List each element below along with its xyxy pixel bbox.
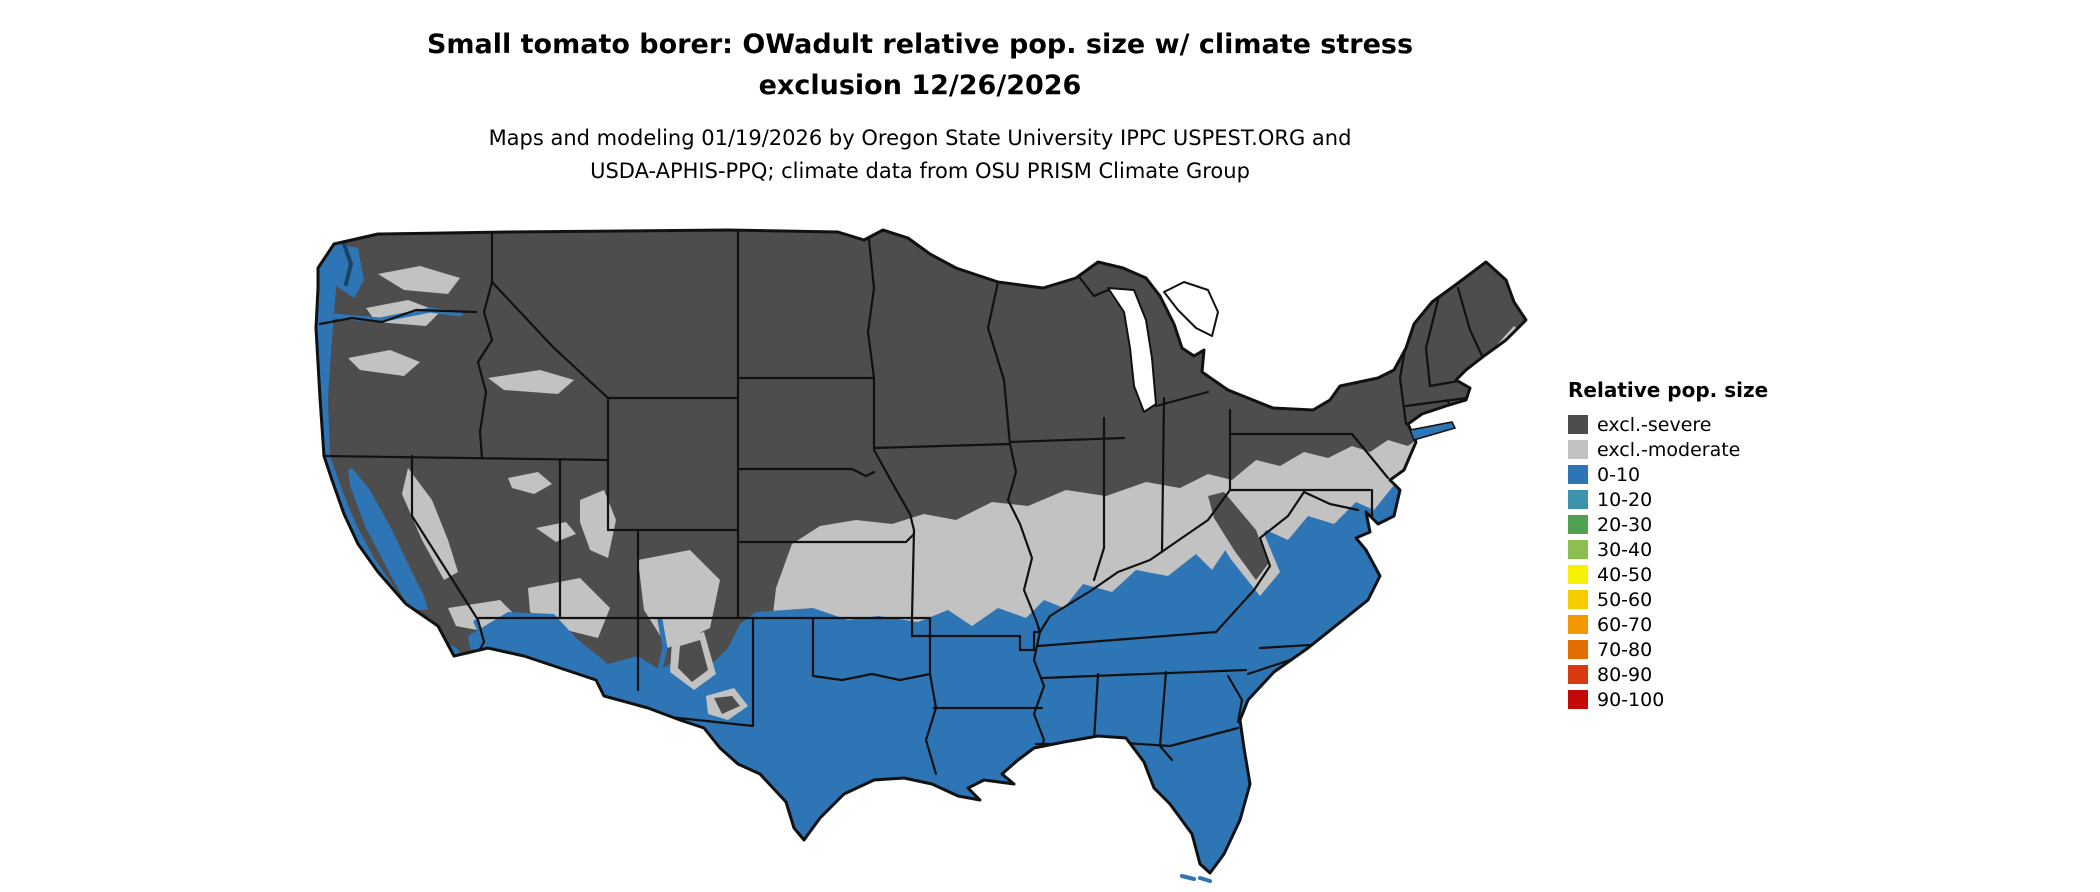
legend-item: 10-20 bbox=[1568, 488, 1768, 511]
region-severe-appalachia bbox=[1208, 492, 1268, 580]
legend-items: excl.-severe excl.-moderate 0-10 10-20 2… bbox=[1568, 413, 1768, 711]
legend-label: 60-70 bbox=[1597, 613, 1653, 636]
legend-swatch bbox=[1568, 665, 1588, 684]
figure-title-line1: Small tomato borer: OWadult relative pop… bbox=[426, 29, 1414, 60]
legend-label: 70-80 bbox=[1597, 638, 1653, 661]
legend: Relative pop. size excl.-severe excl.-mo… bbox=[1568, 378, 1768, 715]
region-moderate-patch-az bbox=[528, 578, 610, 638]
legend-item: 40-50 bbox=[1568, 563, 1768, 586]
legend-title: Relative pop. size bbox=[1568, 378, 1769, 402]
legend-label: 80-90 bbox=[1597, 663, 1653, 686]
legend-item: 60-70 bbox=[1568, 613, 1768, 636]
region-severe-wtx-mtns bbox=[714, 696, 740, 714]
figure-subtitle-line1: Maps and modeling 01/19/2026 by Oregon S… bbox=[488, 126, 1352, 150]
legend-swatch bbox=[1568, 590, 1588, 609]
region-moderate-patch-or bbox=[348, 350, 420, 376]
region-low-pop-main bbox=[468, 464, 1468, 873]
legend-swatch bbox=[1568, 490, 1588, 509]
legend-item: 80-90 bbox=[1568, 663, 1768, 686]
florida-keys bbox=[1180, 874, 1212, 883]
legend-item: 90-100 bbox=[1568, 688, 1768, 711]
legend-label: excl.-moderate bbox=[1597, 438, 1741, 461]
legend-label: 30-40 bbox=[1597, 538, 1653, 561]
legend-label: 40-50 bbox=[1597, 563, 1653, 586]
legend-item: 20-30 bbox=[1568, 513, 1768, 536]
region-low-pop-central-valley bbox=[348, 468, 428, 610]
legend-swatch bbox=[1568, 565, 1588, 584]
lake-michigan bbox=[1107, 287, 1157, 413]
lake-huron bbox=[1163, 281, 1219, 337]
region-moderate-patch-sierra bbox=[402, 468, 458, 580]
legend-label: 10-20 bbox=[1597, 488, 1653, 511]
legend-item: excl.-moderate bbox=[1568, 438, 1768, 461]
legend-swatch bbox=[1568, 440, 1588, 459]
legend-item: excl.-severe bbox=[1568, 413, 1768, 436]
region-severe-nm-mtns bbox=[678, 640, 708, 682]
region-moderate-patch-snake bbox=[488, 370, 574, 394]
legend-swatch bbox=[1568, 540, 1588, 559]
legend-swatch bbox=[1568, 415, 1588, 434]
legend-label: excl.-severe bbox=[1597, 413, 1712, 436]
legend-swatch bbox=[1568, 615, 1588, 634]
legend-swatch bbox=[1568, 690, 1588, 709]
legend-item: 30-40 bbox=[1568, 538, 1768, 561]
figure-title-line2: exclusion 12/26/2026 bbox=[758, 70, 1082, 101]
legend-swatch bbox=[1568, 465, 1588, 484]
puget-sound-water bbox=[342, 242, 354, 286]
us-map bbox=[308, 228, 1528, 883]
region-low-pop-puget-lowland bbox=[328, 242, 364, 298]
figure-title: Small tomato borer: OWadult relative pop… bbox=[160, 24, 1680, 106]
legend-item: 50-60 bbox=[1568, 588, 1768, 611]
figure-subtitle: Maps and modeling 01/19/2026 by Oregon S… bbox=[160, 122, 1680, 188]
us-outline bbox=[314, 228, 1528, 875]
legend-label: 50-60 bbox=[1597, 588, 1653, 611]
long-island bbox=[1408, 421, 1457, 441]
region-moderate-patch-nv1 bbox=[508, 472, 552, 494]
region-moderate-patch-nv2 bbox=[536, 522, 576, 542]
legend-item: 70-80 bbox=[1568, 638, 1768, 661]
legend-item: 0-10 bbox=[1568, 463, 1768, 486]
region-moderate-patch-wa1 bbox=[378, 266, 460, 294]
figure-subtitle-line2: USDA-APHIS-PPQ; climate data from OSU PR… bbox=[590, 159, 1250, 183]
rio-grande-river bbox=[655, 617, 668, 699]
legend-swatch bbox=[1568, 640, 1588, 659]
legend-swatch bbox=[1568, 515, 1588, 534]
legend-label: 90-100 bbox=[1597, 688, 1665, 711]
legend-label: 20-30 bbox=[1597, 513, 1653, 536]
legend-label: 0-10 bbox=[1597, 463, 1641, 486]
